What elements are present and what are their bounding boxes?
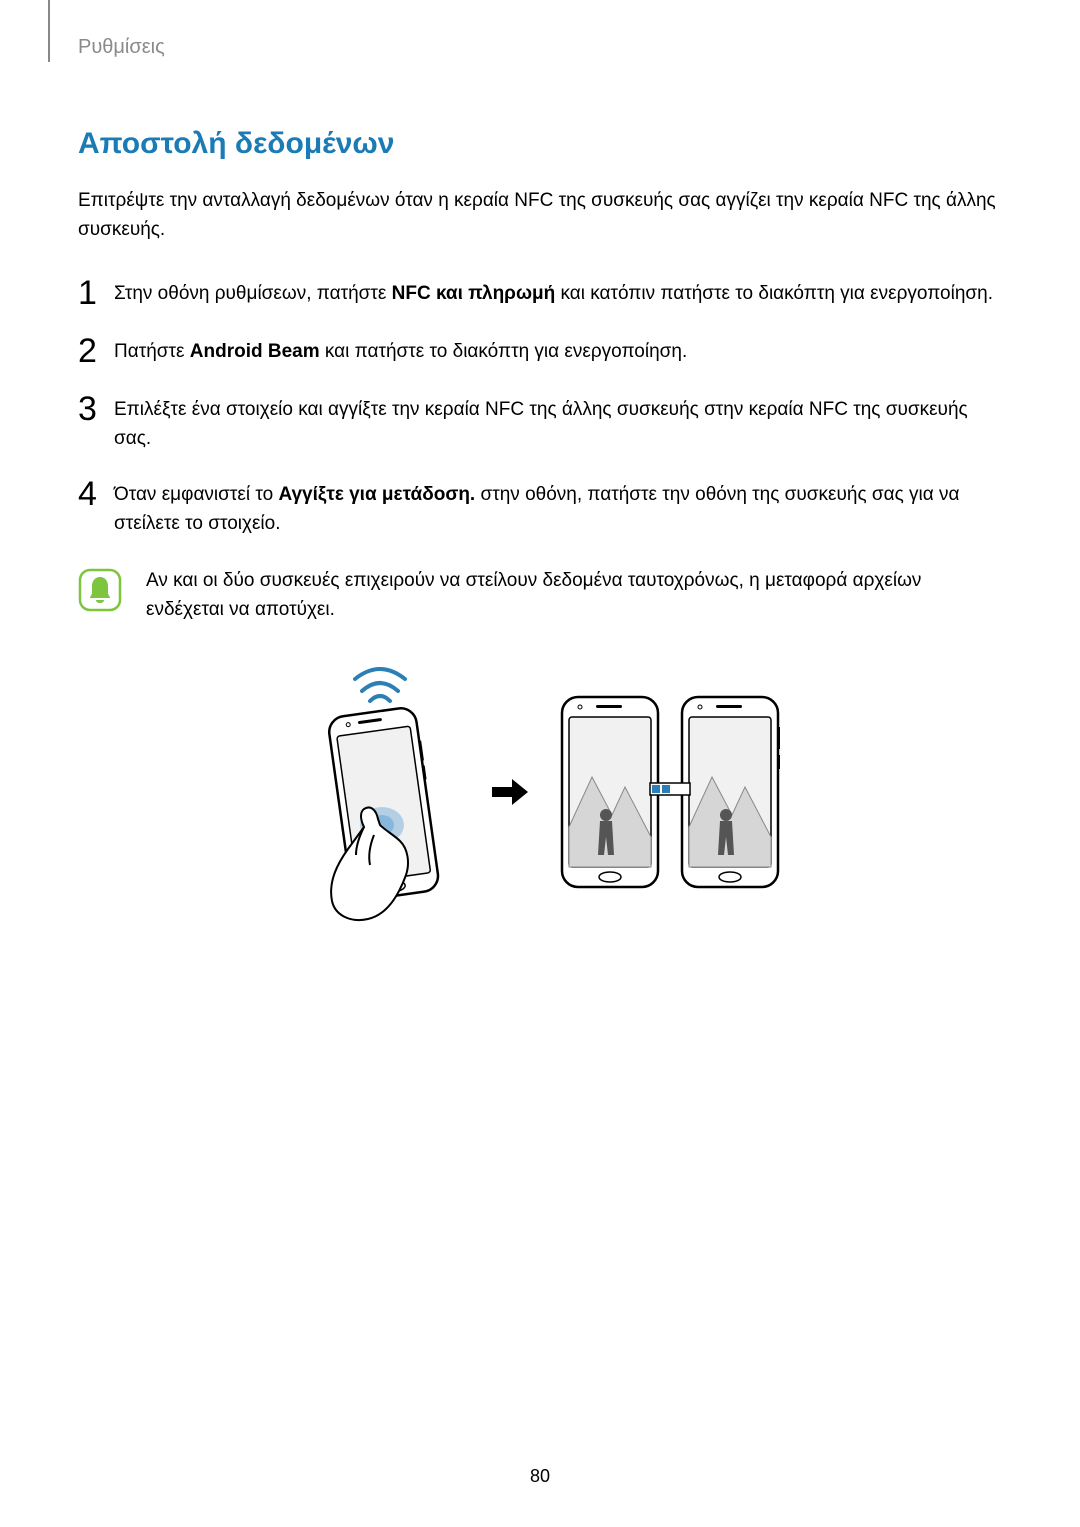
steps-list: 1 Στην οθόνη ρυθμίσεων, πατήστε NFC και … [78, 280, 1002, 538]
arrow-right-icon [490, 777, 530, 807]
step-item: 1 Στην οθόνη ρυθμίσεων, πατήστε NFC και … [78, 280, 1002, 310]
bell-note-icon [78, 568, 122, 612]
left-margin-rule [48, 0, 50, 62]
step-number: 3 [78, 392, 112, 426]
step-bold: Android Beam [190, 341, 320, 362]
step-item: 3 Επιλέξτε ένα στοιχείο και αγγίξτε την … [78, 396, 1002, 453]
page-content: Ρυθμίσεις Αποστολή δεδομένων Επιτρέψτε τ… [0, 0, 1080, 927]
step-pre: Επιλέξτε ένα στοιχείο και αγγίξτε την κε… [114, 399, 968, 449]
step-bold: NFC και πληρωμή [392, 283, 556, 304]
step-text: Πατήστε Android Beam και πατήστε το διακ… [112, 338, 1002, 367]
phones-transfer-illustration [550, 687, 790, 897]
step-bold: Αγγίξτε για μετάδοση. [278, 484, 475, 505]
step-pre: Όταν εμφανιστεί το [114, 484, 278, 505]
phone-touch-illustration [290, 657, 470, 927]
step-item: 2 Πατήστε Android Beam και πατήστε το δι… [78, 338, 1002, 368]
step-text: Όταν εμφανιστεί το Αγγίξτε για μετάδοση.… [112, 481, 1002, 538]
note-text: Αν και οι δύο συσκευές επιχειρούν να στε… [146, 566, 1002, 625]
step-pre: Στην οθόνη ρυθμίσεων, πατήστε [114, 283, 392, 304]
step-pre: Πατήστε [114, 341, 190, 362]
step-number: 2 [78, 334, 112, 368]
step-text: Στην οθόνη ρυθμίσεων, πατήστε NFC και πλ… [112, 280, 1002, 309]
step-post: και κατόπιν πατήστε το διακόπτη για ενερ… [555, 283, 993, 304]
intro-paragraph: Επιτρέψτε την ανταλλαγή δεδομένων όταν η… [78, 187, 1002, 244]
note-row: Αν και οι δύο συσκευές επιχειρούν να στε… [78, 566, 1002, 625]
illustration-row [78, 657, 1002, 927]
step-text: Επιλέξτε ένα στοιχείο και αγγίξτε την κε… [112, 396, 1002, 453]
breadcrumb: Ρυθμίσεις [78, 36, 1002, 59]
step-post: και πατήστε το διακόπτη για ενεργοποίηση… [320, 341, 688, 362]
step-number: 1 [78, 276, 112, 310]
section-title: Αποστολή δεδομένων [78, 127, 1002, 161]
step-number: 4 [78, 477, 112, 511]
step-item: 4 Όταν εμφανιστεί το Αγγίξτε για μετάδοσ… [78, 481, 1002, 538]
page-number: 80 [0, 1466, 1080, 1487]
